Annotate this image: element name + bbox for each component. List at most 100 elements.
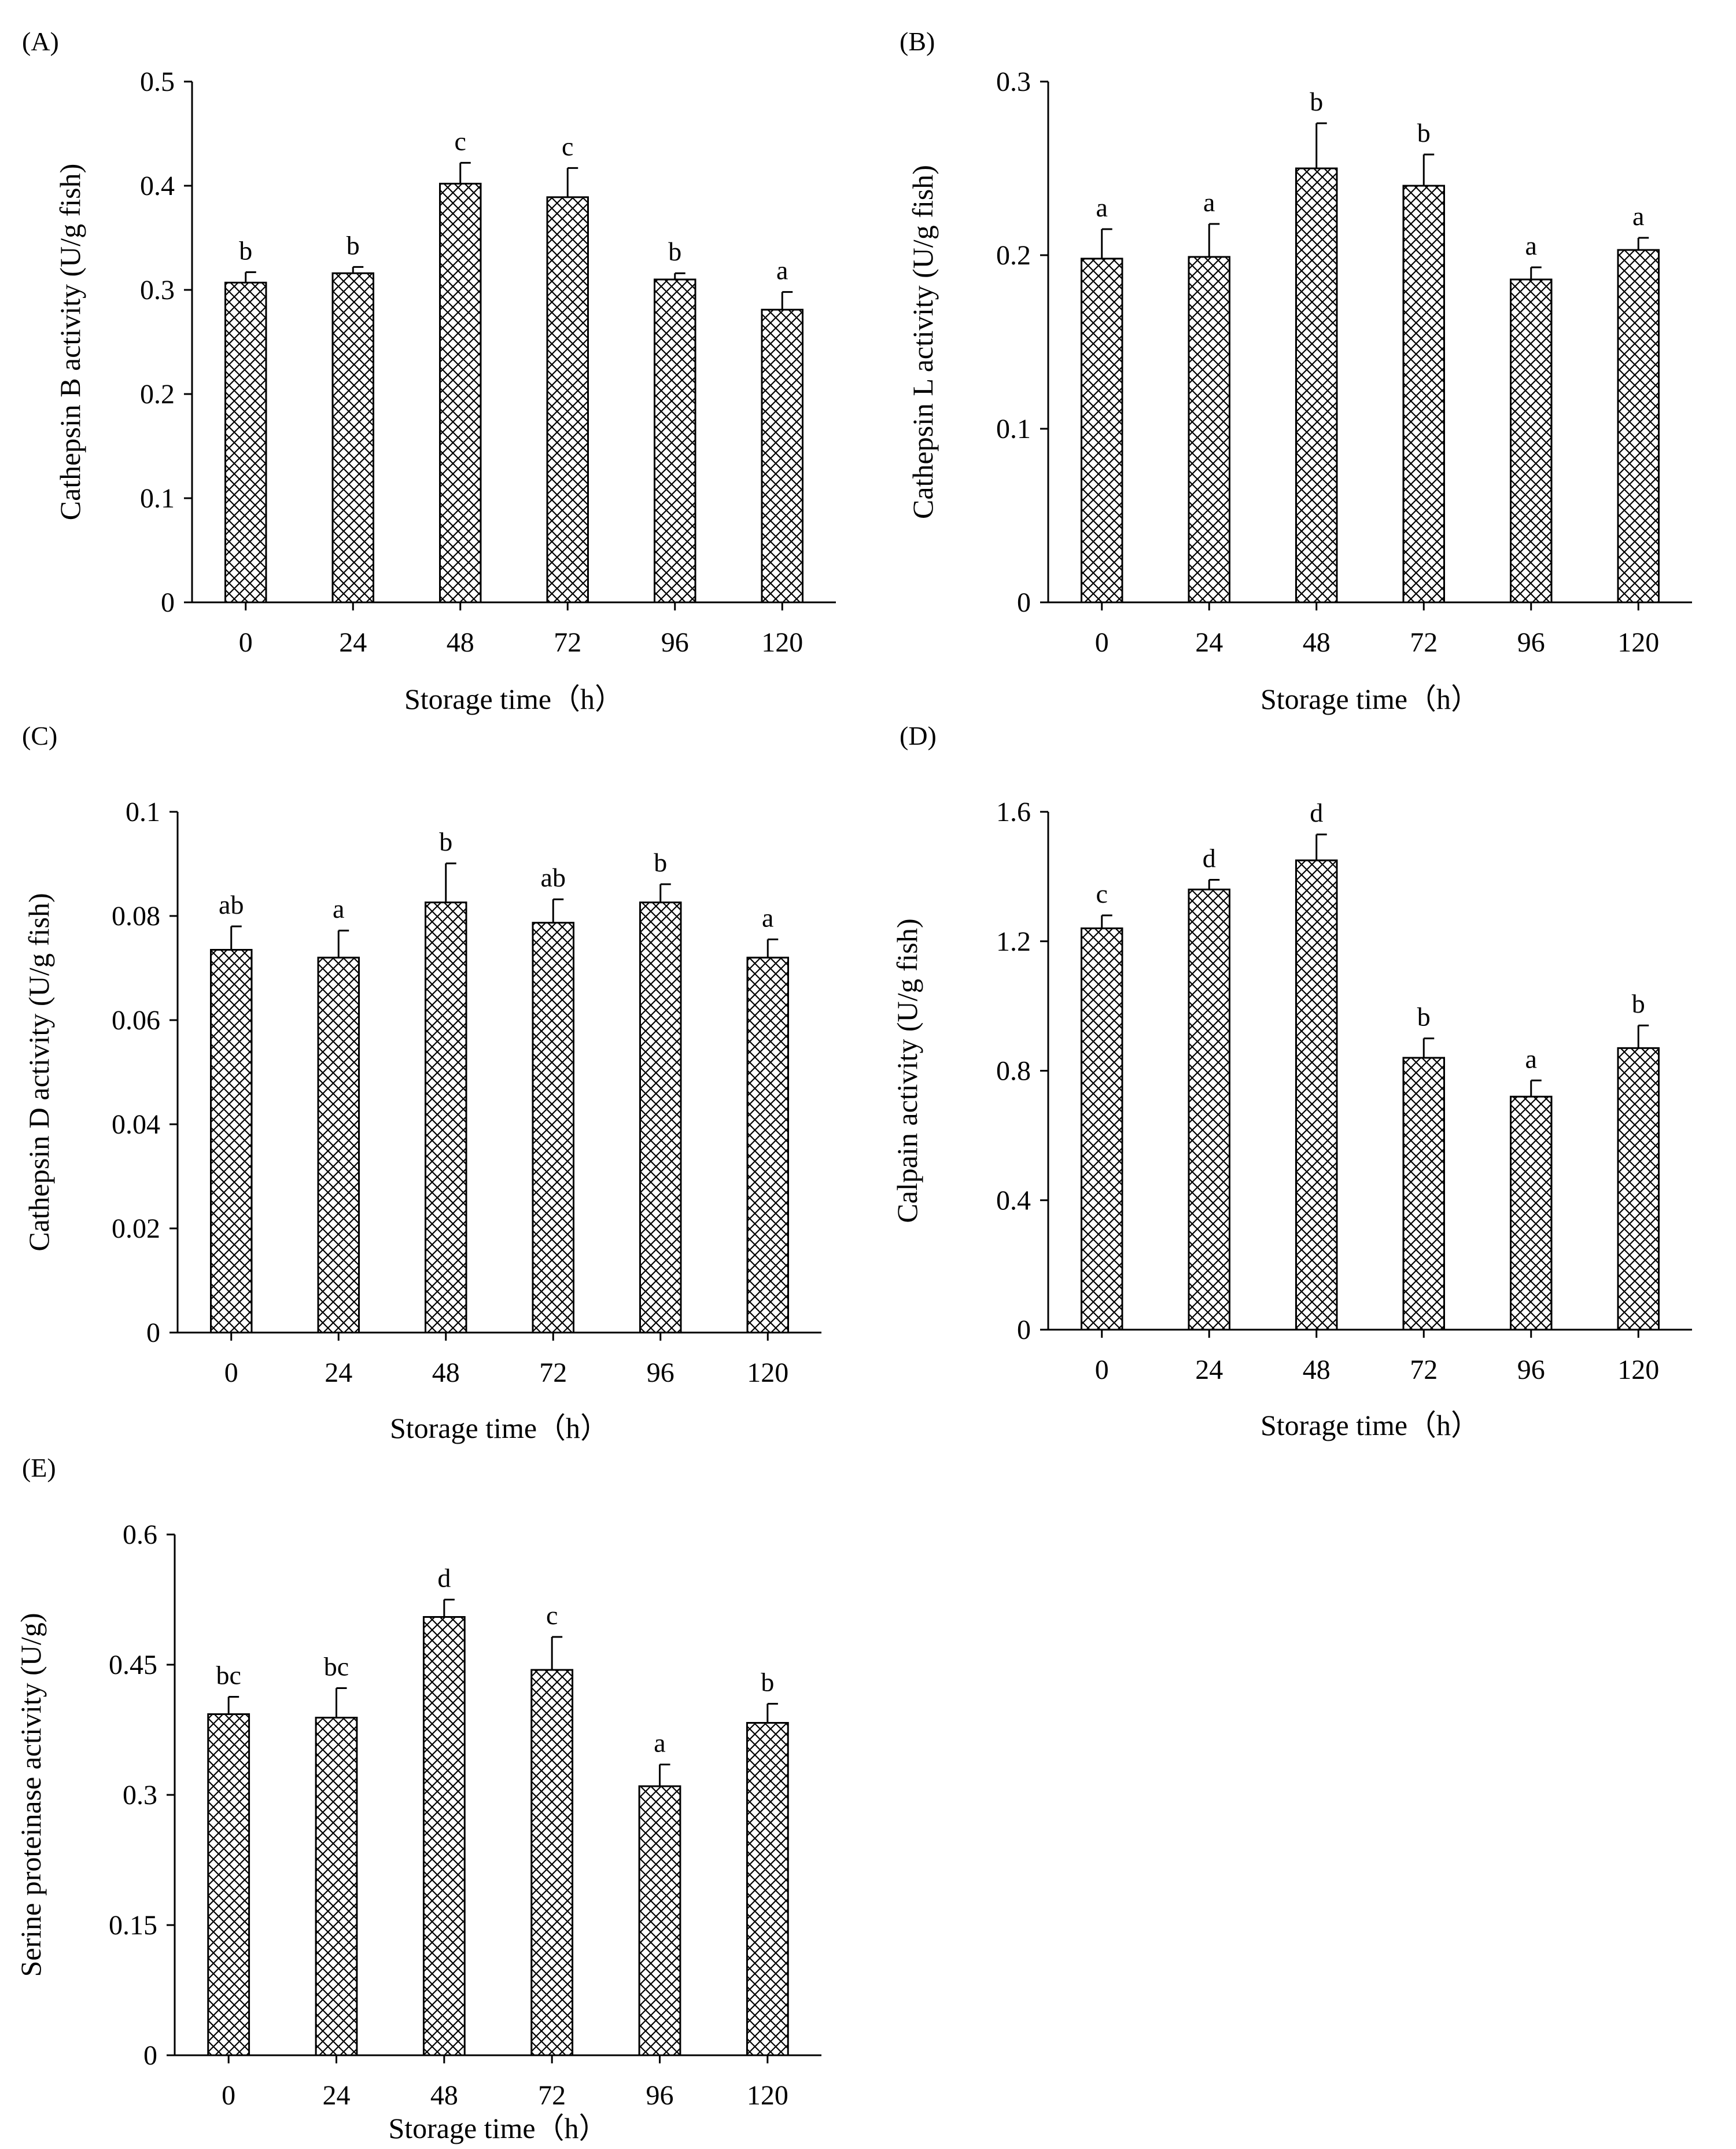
significance-letter: c: [455, 126, 466, 156]
significance-letter: d: [1310, 798, 1323, 827]
x-tick-label: 120: [761, 627, 803, 658]
chart-panel-b: (B) a 0 a 24 b 48 b 72 a 96 a 120 0 0.1 0.2 0.3 Storage t…: [900, 27, 1692, 715]
bar: [224, 281, 267, 604]
chart-panel-e: (E) bc 0 bc 24 d 48 c 72 a 96 b 120 0 0.15 0.3 0.45 0.6 St…: [14, 1453, 821, 2144]
bar: [1510, 278, 1553, 604]
x-tick-label: 48: [447, 627, 474, 658]
significance-letter: b: [654, 848, 667, 877]
significance-letter: a: [1525, 231, 1537, 260]
significance-letter: b: [668, 237, 681, 266]
bar: [1510, 1095, 1553, 1331]
x-tick-label: 96: [1517, 1355, 1545, 1385]
significance-letter: b: [239, 235, 252, 265]
x-tick-label: 0: [1095, 1355, 1109, 1385]
x-tick-label: 96: [646, 2080, 674, 2111]
x-tick-label: 72: [538, 2080, 566, 2111]
panel-label: (E): [22, 1453, 56, 1482]
significance-letter: b: [1417, 118, 1431, 148]
x-tick-label: 0: [224, 1357, 238, 1388]
significance-letter: ab: [541, 863, 566, 892]
significance-letter: d: [437, 1563, 451, 1593]
bar: [317, 956, 360, 1334]
y-tick-label: 0.4: [140, 171, 175, 201]
y-tick-label: 0.3: [123, 1780, 157, 1811]
y-tick-label: 0.45: [109, 1650, 157, 1680]
y-tick-label: 0.5: [140, 67, 175, 97]
y-tick-label: 0: [1017, 1315, 1031, 1345]
x-tick-label: 120: [1617, 627, 1659, 658]
y-tick-label: 1.2: [996, 926, 1031, 957]
bar: [1188, 888, 1230, 1331]
y-tick-label: 0.1: [996, 414, 1031, 444]
panel-label: (B): [900, 27, 935, 56]
x-tick-label: 96: [647, 1357, 675, 1388]
x-tick-label: 24: [325, 1357, 352, 1388]
chart-panel-a: (A) b 0 b 24 c 48 c 72 b 96 a 120 0 0.1 0.2 0.3 0.4 0.5 Sto…: [22, 27, 836, 715]
chart-panel-c: (C) ab 0 a 24 b 48 ab 72 b 96 a 120 0 0.02 0.04 0.06 0.08…: [22, 721, 821, 1444]
y-tick-label: 0.6: [123, 1519, 157, 1550]
significance-letter: b: [1632, 989, 1645, 1018]
significance-letter: a: [776, 256, 788, 285]
significance-letter: c: [562, 131, 573, 161]
significance-letter: d: [1203, 843, 1216, 873]
y-tick-label: 0.06: [112, 1005, 160, 1036]
significance-letter: a: [654, 1728, 665, 1758]
x-tick-label: 96: [661, 627, 689, 658]
x-tick-label: 120: [747, 1357, 788, 1388]
y-tick-label: 0.4: [996, 1185, 1031, 1216]
bar: [746, 956, 789, 1334]
bar: [746, 1722, 789, 2056]
y-tick-label: 0: [146, 1318, 160, 1348]
x-tick-label: 72: [1410, 1355, 1438, 1385]
y-tick-label: 1.6: [996, 797, 1031, 827]
significance-letter: b: [761, 1668, 774, 1697]
significance-letter: b: [439, 827, 452, 856]
y-tick-label: 0.8: [996, 1056, 1031, 1087]
x-tick-label: 72: [539, 1357, 567, 1388]
panel-label: (A): [22, 27, 59, 56]
significance-letter: a: [762, 903, 773, 933]
x-axis-title: Storage time（h）: [404, 683, 624, 715]
y-tick-label: 0.08: [112, 901, 160, 932]
y-tick-label: 0.3: [996, 67, 1031, 97]
bar: [1081, 257, 1123, 604]
bar: [530, 1669, 574, 2056]
x-tick-label: 24: [339, 627, 367, 658]
x-tick-label: 48: [1303, 1355, 1330, 1385]
y-axis-title: Cathepsin B activity (U/g fish): [54, 164, 86, 521]
x-tick-label: 96: [1517, 627, 1545, 658]
panel-label: (C): [22, 721, 57, 750]
panel-label: (D): [900, 721, 937, 750]
bar: [1188, 256, 1230, 604]
bar: [1617, 249, 1660, 604]
y-tick-label: 0.1: [126, 797, 160, 827]
y-axis-title: Serine proteinase activity (U/g): [14, 1613, 47, 1977]
significance-letter: b: [1417, 1002, 1431, 1032]
bar: [439, 182, 482, 604]
bar: [1402, 1057, 1445, 1331]
bar: [207, 1713, 250, 2056]
x-tick-label: 0: [239, 627, 253, 658]
bar: [1295, 859, 1338, 1331]
significance-letter: a: [1203, 187, 1215, 217]
significance-letter: c: [1096, 879, 1108, 908]
bar: [1295, 167, 1338, 604]
chart-panel-d: (D) c 0 d 24 d 48 b 72 a 96 b 120 0 0.4 0.8 1.2 1.6 Storag…: [891, 721, 1692, 1441]
bar: [315, 1717, 358, 2056]
significance-letter: c: [546, 1600, 558, 1630]
bar: [1617, 1047, 1660, 1331]
significance-letter: ab: [219, 890, 244, 919]
x-axis-title: Storage time（h）: [1260, 1409, 1480, 1441]
significance-letter: a: [1525, 1044, 1537, 1073]
x-tick-label: 48: [432, 1357, 460, 1388]
y-tick-label: 0.04: [112, 1109, 160, 1140]
x-axis-title: Storage time（h）: [1260, 683, 1480, 715]
x-axis-title: Storage time（h）: [388, 2112, 607, 2144]
y-tick-label: 0: [1017, 587, 1031, 618]
x-tick-label: 48: [1303, 627, 1330, 658]
y-tick-label: 0.2: [996, 240, 1031, 271]
x-tick-label: 0: [222, 2080, 235, 2111]
bar: [210, 949, 253, 1334]
bar: [425, 901, 467, 1334]
